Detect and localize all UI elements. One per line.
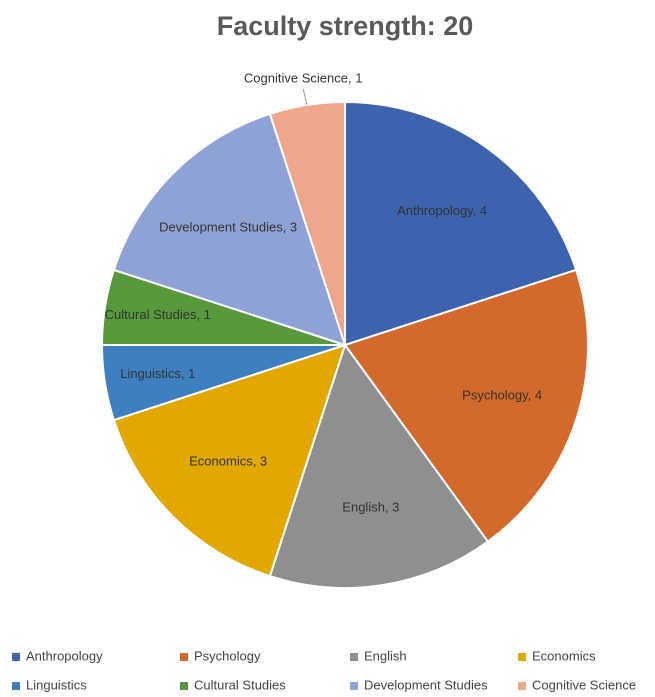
legend-label: Economics: [532, 648, 596, 663]
data-label: English, 3: [342, 500, 399, 515]
legend-label: Psychology: [194, 648, 261, 663]
legend-swatch: [350, 682, 358, 690]
legend-swatch: [12, 682, 20, 690]
data-label: Anthropology, 4: [397, 203, 487, 218]
pie-slice: [344, 100, 578, 347]
data-label: Cultural Studies, 1: [105, 307, 211, 322]
legend-label: Linguistics: [26, 677, 87, 692]
chart-title: Faculty strength: 20: [217, 11, 474, 41]
data-label: Linguistics, 1: [120, 366, 195, 381]
leader-line: [302, 88, 308, 106]
legend-swatch: [518, 653, 526, 661]
data-label: Development Studies, 3: [159, 220, 297, 235]
legend-swatch: [12, 653, 20, 661]
pie-slice: [268, 342, 490, 589]
legend-label: Cultural Studies: [194, 677, 286, 692]
pie-slice: [112, 343, 347, 578]
data-label: Psychology, 4: [462, 387, 542, 402]
legend-label: Anthropology: [26, 648, 103, 663]
legend-swatch: [180, 682, 188, 690]
pie-slice: [343, 268, 589, 543]
legend-label: Cognitive Science: [532, 677, 636, 692]
legend-label: Development Studies: [364, 677, 488, 692]
data-label: Cognitive Science, 1: [244, 70, 363, 85]
data-label: Economics, 3: [189, 453, 267, 468]
pie-slice: [112, 112, 347, 347]
legend-swatch: [518, 682, 526, 690]
legend-swatch: [180, 653, 188, 661]
legend-label: English: [364, 648, 407, 663]
legend-swatch: [350, 653, 358, 661]
